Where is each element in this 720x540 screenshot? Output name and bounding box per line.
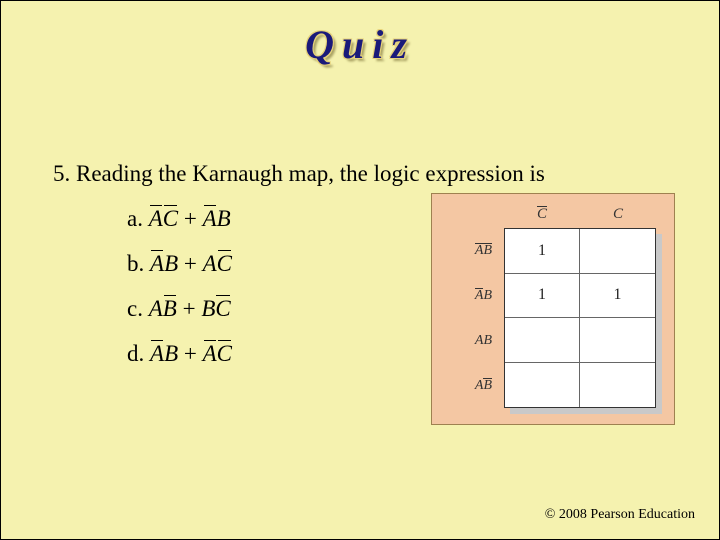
- karnaugh-map-panel: C C AB AB AB AB 1 1 1: [431, 193, 675, 425]
- kmap-cell: 1: [505, 229, 580, 274]
- row-header-2: AB: [440, 318, 498, 363]
- col-header-c: C: [580, 206, 656, 223]
- var: B: [201, 296, 215, 321]
- kmap-column-headers: C C: [504, 206, 656, 223]
- option-d: d. AB + AC: [127, 342, 232, 365]
- var: B: [217, 206, 231, 231]
- overline: A: [150, 342, 164, 365]
- overline: A: [475, 243, 484, 259]
- var: B: [164, 341, 178, 366]
- var: A: [475, 333, 484, 349]
- var: A: [149, 296, 163, 321]
- copyright-text: © 2008 Pearson Education: [545, 507, 695, 523]
- kmap-row-headers: AB AB AB AB: [440, 228, 498, 408]
- option-b: b. AB + AC: [127, 252, 232, 275]
- option-b-prefix: b.: [127, 251, 150, 276]
- overline: A: [150, 252, 164, 275]
- row-header-3: AB: [440, 363, 498, 408]
- plus: +: [178, 251, 202, 276]
- overline: C: [217, 252, 232, 275]
- slide-title: Quiz: [1, 21, 719, 68]
- answer-options: a. AC + AB b. AB + AC c. AB + BC d. AB +…: [127, 201, 232, 365]
- option-c: c. AB + BC: [127, 297, 232, 320]
- option-c-prefix: c.: [127, 296, 149, 321]
- question-text: 5. Reading the Karnaugh map, the logic e…: [53, 161, 545, 187]
- option-a: a. AC + AB: [127, 207, 232, 230]
- kmap-cell: [580, 363, 655, 408]
- overline: B: [163, 297, 177, 320]
- option-d-prefix: d.: [127, 341, 150, 366]
- overline: C: [217, 342, 232, 365]
- quiz-slide: Quiz 5. Reading the Karnaugh map, the lo…: [0, 0, 720, 540]
- overline: C: [163, 207, 178, 230]
- overline: A: [475, 288, 484, 304]
- kmap-cell: [580, 318, 655, 363]
- overline: A: [203, 207, 217, 230]
- var: B: [164, 251, 178, 276]
- row-header-1: AB: [440, 273, 498, 318]
- var: A: [475, 378, 484, 394]
- plus: +: [177, 296, 201, 321]
- kmap-cell: [505, 363, 580, 408]
- overline: C: [537, 206, 547, 223]
- kmap-grid: 1 1 1: [504, 228, 656, 408]
- overline: A: [149, 207, 163, 230]
- kmap-cell: [580, 229, 655, 274]
- plus: +: [178, 341, 202, 366]
- overline: C: [215, 297, 230, 320]
- kmap-cell: [505, 318, 580, 363]
- var: A: [203, 251, 217, 276]
- overline: B: [483, 378, 492, 394]
- karnaugh-map: C C AB AB AB AB 1 1 1: [440, 202, 666, 416]
- plus: +: [178, 206, 202, 231]
- row-header-0: AB: [440, 228, 498, 273]
- col-header-cbar: C: [504, 206, 580, 223]
- option-a-prefix: a.: [127, 206, 149, 231]
- kmap-cell: 1: [505, 274, 580, 319]
- overline: B: [483, 243, 492, 259]
- var: B: [483, 288, 492, 304]
- kmap-cell: 1: [580, 274, 655, 319]
- var: B: [483, 333, 492, 349]
- overline: A: [203, 342, 217, 365]
